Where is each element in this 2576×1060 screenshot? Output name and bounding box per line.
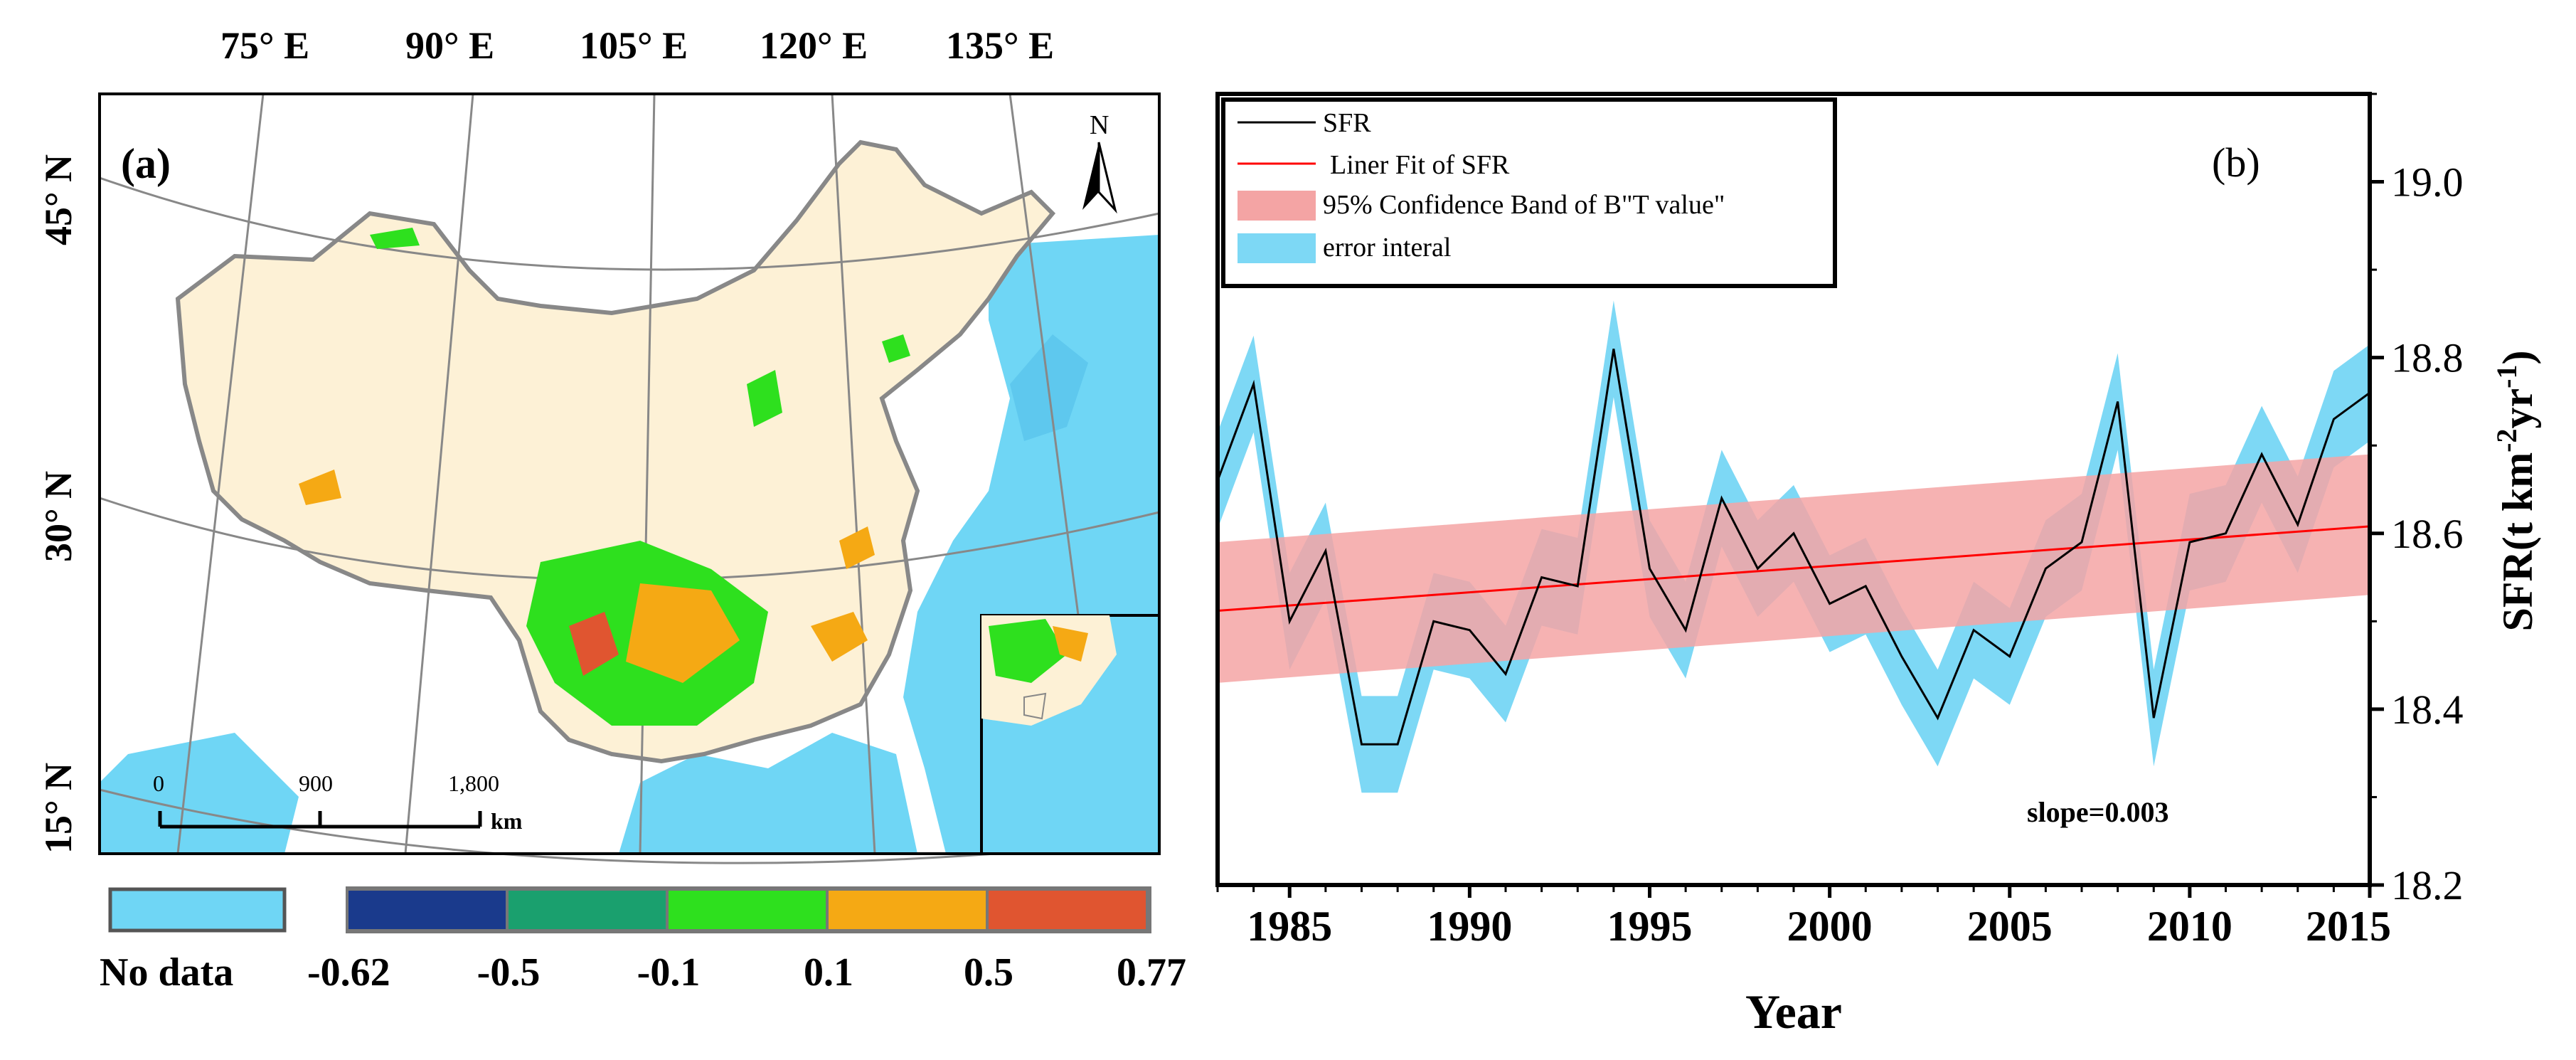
- legend-break-label: -0.62: [307, 950, 390, 995]
- chart-legend: SFR Liner Fit of SFR 95% Confidence Band…: [1221, 97, 1837, 288]
- map-figure: 75° E 90° E 105° E 120° E 135° E 45° N 3…: [37, 24, 1186, 995]
- lat-label-45: 45° N: [37, 154, 80, 245]
- panel-a-label: (a): [121, 140, 171, 187]
- scale-bar: 0 900 1,800 km: [153, 770, 523, 834]
- north-label: N: [1090, 110, 1109, 140]
- legend-break-label: 0.77: [1117, 950, 1186, 995]
- y-axis-label: SFR(t km-2yr-1): [2491, 351, 2541, 632]
- x-tick-label: 2010: [2147, 903, 2232, 950]
- x-tick-label: 2015: [2306, 903, 2391, 950]
- ocean-scs: [619, 733, 917, 854]
- legend-break-label: -0.5: [477, 950, 541, 995]
- lat-label-15: 15° N: [37, 763, 80, 854]
- legend-conf-swatch: [1238, 191, 1316, 221]
- no-data-swatch: [108, 887, 287, 933]
- map-legend: No data -0.62 -0.5 -0.1 0.1 0.5 0.77: [100, 886, 1186, 995]
- chart-panel: 1985 1990 1995 2000 2005 2010 2015 18.2 18.4 18.…: [1202, 0, 2576, 1056]
- map-area: [98, 92, 1161, 864]
- legend-sfr-label: SFR: [1323, 108, 1371, 138]
- legend-error-label: error interal: [1323, 233, 1451, 263]
- y-tick-label: 19.0: [2391, 159, 2464, 206]
- scale-tick-900: 900: [299, 770, 333, 796]
- inset-map: [980, 614, 1161, 855]
- legend-error-swatch: [1238, 233, 1316, 263]
- legend-break-label: 0.5: [964, 950, 1013, 995]
- lon-label-90: 90° E: [405, 24, 494, 67]
- legend-conf-label: 95% Confidence Band of B"T value": [1323, 190, 1725, 220]
- y-tick-label: 18.4: [2391, 687, 2464, 733]
- y-tick-label: 18.2: [2391, 862, 2464, 908]
- scale-unit: km: [491, 808, 523, 834]
- lon-label-75: 75° E: [220, 24, 309, 67]
- x-tick-label: 1990: [1427, 903, 1512, 950]
- sfr-time-series-chart: 1985 1990 1995 2000 2005 2010 2015 18.2 18.4 18.…: [1215, 92, 2541, 1039]
- legend-fit-label: Liner Fit of SFR: [1330, 150, 1510, 180]
- legend-break-label: -0.1: [637, 950, 701, 995]
- ocean-south: [100, 733, 299, 854]
- y-tick-label: 18.8: [2391, 335, 2464, 381]
- linear-fit-line: [1218, 525, 2370, 613]
- slope-annotation: slope=0.003: [2027, 796, 2168, 828]
- north-arrow-icon: N: [1082, 110, 1117, 214]
- x-tick-label: 1985: [1247, 903, 1332, 950]
- legend-class-swatch: [989, 891, 1146, 929]
- trend-patches: [299, 228, 910, 726]
- panel-b-label: (b): [2212, 139, 2260, 186]
- scale-tick-0: 0: [153, 770, 164, 796]
- y-tick-label: 18.6: [2391, 511, 2464, 557]
- legend-class-swatch: [509, 891, 666, 929]
- x-tick-label: 1995: [1607, 903, 1693, 950]
- x-tick-label: 2000: [1787, 903, 1873, 950]
- legend-class-swatch: [829, 891, 986, 929]
- china-landmass: [175, 139, 1056, 764]
- map-panel: 75° E 90° E 105° E 120° E 135° E 45° N 3…: [0, 0, 1209, 1056]
- legend-class-swatch: [348, 891, 506, 929]
- x-tick-label: 2005: [1967, 903, 2053, 950]
- legend-class-swatch: [669, 891, 826, 929]
- lat-label-30: 30° N: [37, 471, 80, 562]
- x-axis-label: Year: [1745, 985, 1842, 1039]
- lon-label-120: 120° E: [760, 24, 868, 67]
- legend-break-label: 0.1: [804, 950, 853, 995]
- lon-label-105: 105° E: [580, 24, 688, 67]
- lon-label-135: 135° E: [946, 24, 1054, 67]
- sfr-series-line: [1218, 349, 2370, 746]
- scale-tick-1800: 1,800: [448, 770, 499, 796]
- no-data-label: No data: [100, 950, 233, 995]
